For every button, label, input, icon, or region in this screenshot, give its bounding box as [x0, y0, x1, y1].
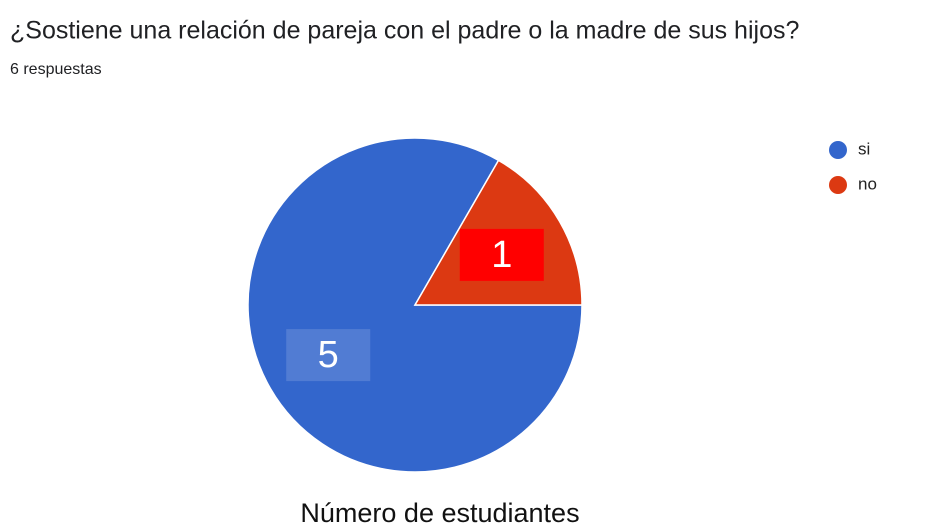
- data-label-box: [459, 228, 544, 281]
- legend-swatch: [829, 141, 847, 159]
- legend-label: no: [858, 174, 877, 193]
- x-axis-title: Número de estudiantes: [300, 498, 579, 528]
- chart-title: ¿Sostiene una relación de pareja con el …: [10, 17, 799, 45]
- chart-subtitle: 6 respuestas: [10, 61, 102, 78]
- data-label: 1: [491, 234, 512, 276]
- data-label-box: [286, 329, 371, 382]
- legend-label: si: [858, 139, 870, 158]
- legend-swatch: [829, 176, 847, 194]
- data-label: 5: [318, 334, 339, 376]
